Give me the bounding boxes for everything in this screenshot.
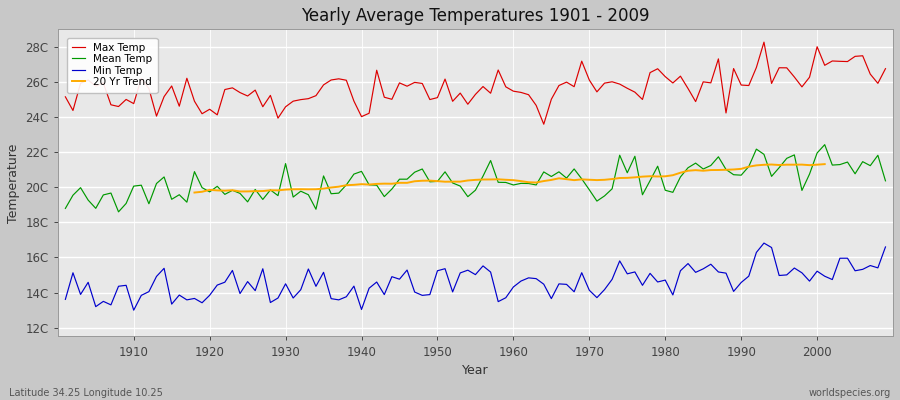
Max Temp [121, 97, 131, 102]
Title: Yearly Average Temperatures 1901 - 2009: Yearly Average Temperatures 1901 - 2009 [302, 7, 650, 25]
Max Temp [508, 89, 518, 94]
Mean Temp [819, 142, 830, 147]
Min Temp [508, 284, 518, 289]
Mean Temp [508, 182, 518, 187]
Line: Max Temp: Max Temp [66, 42, 886, 124]
Max Temp [759, 40, 769, 44]
20 Yr Trend [668, 173, 679, 178]
X-axis label: Year: Year [462, 364, 489, 377]
Max Temp [60, 94, 71, 99]
Line: Mean Temp: Mean Temp [66, 145, 886, 212]
20 Yr Trend [470, 178, 481, 182]
Line: 20 Yr Trend: 20 Yr Trend [194, 164, 824, 192]
Text: worldspecies.org: worldspecies.org [809, 388, 891, 398]
Max Temp [880, 66, 891, 71]
Min Temp [607, 277, 617, 282]
Min Temp [759, 241, 769, 246]
Max Temp [500, 84, 511, 89]
Min Temp [121, 283, 131, 288]
Mean Temp [607, 186, 617, 191]
Mean Temp [113, 210, 124, 214]
20 Yr Trend [698, 168, 708, 173]
Min Temp [341, 294, 352, 299]
Mean Temp [516, 181, 526, 186]
20 Yr Trend [189, 190, 200, 195]
Min Temp [295, 287, 306, 292]
Min Temp [129, 308, 140, 313]
20 Yr Trend [819, 162, 830, 166]
Mean Temp [129, 184, 140, 188]
Text: Latitude 34.25 Longitude 10.25: Latitude 34.25 Longitude 10.25 [9, 388, 163, 398]
Line: Min Temp: Min Temp [66, 243, 886, 310]
20 Yr Trend [500, 177, 511, 182]
Y-axis label: Temperature: Temperature [7, 143, 20, 222]
Min Temp [880, 244, 891, 249]
Min Temp [60, 297, 71, 302]
20 Yr Trend [197, 189, 208, 194]
Legend: Max Temp, Mean Temp, Min Temp, 20 Yr Trend: Max Temp, Mean Temp, Min Temp, 20 Yr Tre… [68, 38, 158, 93]
Min Temp [516, 279, 526, 284]
Mean Temp [60, 206, 71, 211]
20 Yr Trend [227, 188, 238, 193]
Max Temp [538, 122, 549, 127]
Max Temp [607, 79, 617, 84]
Max Temp [288, 99, 299, 104]
Mean Temp [295, 189, 306, 194]
Mean Temp [341, 182, 352, 187]
Mean Temp [880, 178, 891, 183]
Max Temp [333, 76, 344, 81]
